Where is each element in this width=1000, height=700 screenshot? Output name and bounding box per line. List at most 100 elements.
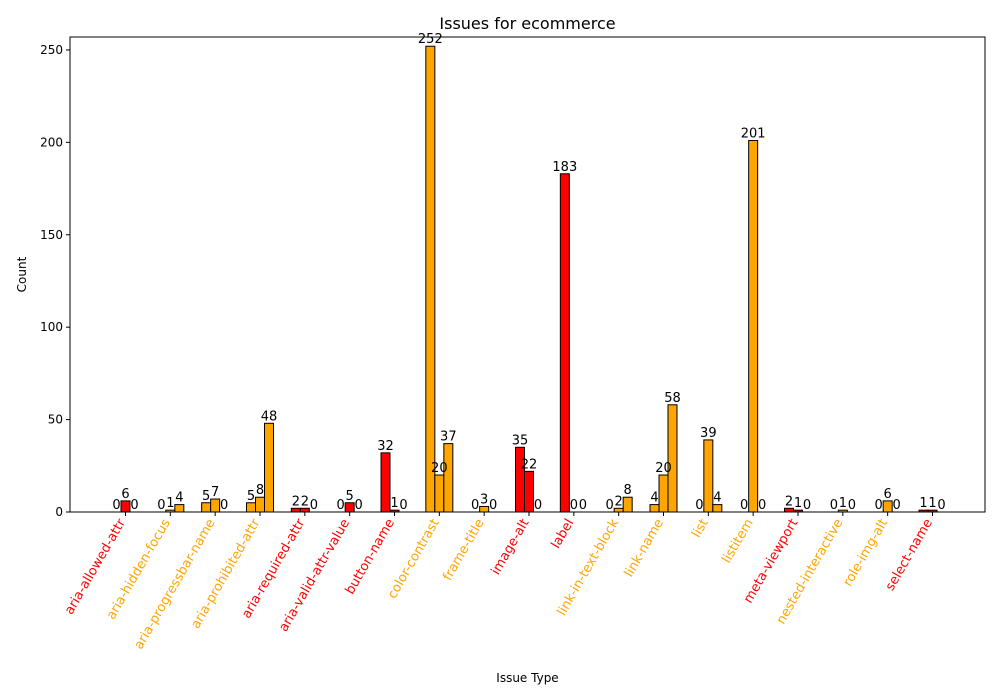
data-label: 5	[346, 489, 354, 504]
data-label: 1	[166, 496, 174, 511]
data-label: 0	[471, 498, 479, 513]
data-label: 0	[310, 498, 318, 513]
bar-listitem-1	[748, 140, 759, 513]
data-label: 1	[390, 496, 398, 511]
chart-title: Issues for ecommerce	[439, 14, 615, 33]
data-label: 252	[418, 32, 443, 47]
data-label: 0	[534, 498, 542, 513]
x-tick-label: label	[549, 517, 578, 552]
bar-link-name-1	[658, 474, 669, 513]
data-label: 0	[937, 498, 945, 513]
data-label: 32	[377, 439, 394, 454]
x-tick-label: image-alt	[489, 517, 533, 578]
bar-link-in-text-block-2	[622, 496, 633, 513]
data-label: 0	[570, 498, 578, 513]
data-label: 1	[919, 496, 927, 511]
data-label: 37	[440, 430, 457, 445]
data-label: 0	[355, 498, 363, 513]
data-label: 0	[579, 498, 587, 513]
data-label: 0	[830, 498, 838, 513]
y-tick-label: 250	[40, 43, 63, 57]
data-label: 0	[803, 498, 811, 513]
data-label: 0	[893, 498, 901, 513]
bar-link-name-0	[649, 504, 660, 513]
bars-layer	[120, 45, 938, 513]
data-label: 0	[848, 498, 856, 513]
x-tick-label: link-name	[622, 517, 667, 580]
plot-frame	[69, 36, 986, 513]
data-label: 0	[758, 498, 766, 513]
bar-color-contrast-2	[443, 443, 454, 513]
data-label: 201	[741, 127, 766, 142]
data-label: 2	[615, 494, 623, 509]
data-label: 5	[247, 489, 255, 504]
data-label: 4	[650, 491, 658, 506]
data-label: 6	[121, 487, 129, 502]
bar-color-contrast-0	[425, 45, 436, 513]
bar-aria-allowed-attr-1	[120, 500, 131, 513]
x-tick-label: list	[689, 517, 712, 541]
x-tick-label: select-name	[883, 517, 936, 594]
data-label: 6	[884, 487, 892, 502]
data-label: 2	[292, 494, 300, 509]
data-label: 0	[112, 498, 120, 513]
data-label: 0	[337, 498, 345, 513]
data-label: 0	[695, 498, 703, 513]
bar-aria-prohibited-attr-0	[246, 502, 256, 513]
y-tick-label: 150	[40, 228, 63, 242]
bar-aria-valid-attr-value-1	[344, 502, 355, 513]
bar-color-contrast-1	[434, 474, 445, 513]
y-tick-label: 100	[40, 320, 63, 334]
x-axis-label: Issue Type	[496, 671, 558, 685]
data-label: 2	[301, 494, 309, 509]
data-label: 0	[220, 498, 228, 513]
data-label: 1	[928, 496, 936, 511]
y-axis: 0 50 100 150 200 250	[40, 43, 70, 519]
y-axis-label: Count	[15, 256, 29, 292]
data-label: 20	[655, 461, 672, 476]
bar-aria-hidden-focus-2	[174, 504, 185, 513]
bar-aria-progressbar-name-1	[210, 498, 221, 513]
data-label: 0	[489, 498, 497, 513]
data-label: 0	[399, 498, 407, 513]
bar-label-0	[559, 173, 570, 513]
data-label: 2	[785, 494, 793, 509]
x-tick-label: listitem	[719, 517, 756, 566]
data-label: 4	[713, 491, 721, 506]
data-label: 20	[431, 461, 448, 476]
data-label: 5	[202, 489, 210, 504]
bar-button-name-0	[380, 452, 391, 513]
bar-link-name-2	[667, 404, 678, 513]
data-label: 22	[521, 457, 538, 472]
bar-list-2	[712, 504, 723, 513]
data-label: 7	[211, 485, 219, 500]
x-axis: aria-allowed-attraria-hidden-focusaria-p…	[62, 512, 936, 652]
x-tick-label: aria-progressbar-name	[132, 517, 219, 653]
data-label: 3	[480, 492, 488, 507]
bar-aria-prohibited-attr-2	[264, 422, 274, 513]
y-tick-label: 50	[48, 413, 63, 427]
data-label: 35	[512, 433, 529, 448]
bar-list-1	[703, 439, 714, 513]
data-label: 39	[700, 426, 717, 441]
data-label: 0	[130, 498, 138, 513]
y-tick-label: 0	[55, 505, 63, 519]
data-label: 0	[157, 498, 165, 513]
data-label: 1	[794, 496, 802, 511]
data-label: 0	[740, 498, 748, 513]
data-label: 183	[552, 160, 577, 175]
data-label: 48	[261, 409, 278, 424]
y-tick-label: 200	[40, 135, 63, 149]
data-label: 0	[875, 498, 883, 513]
bar-aria-prohibited-attr-1	[255, 496, 265, 513]
data-label: 1	[839, 496, 847, 511]
data-label: 4	[175, 491, 183, 506]
x-tick-label: role-img-alt	[841, 517, 892, 590]
bar-role-img-alt-1	[882, 500, 893, 513]
bar-image-alt-1	[524, 470, 534, 513]
data-label: 8	[624, 483, 632, 498]
data-label: 58	[664, 391, 681, 406]
bar-aria-progressbar-name-0	[201, 502, 212, 513]
